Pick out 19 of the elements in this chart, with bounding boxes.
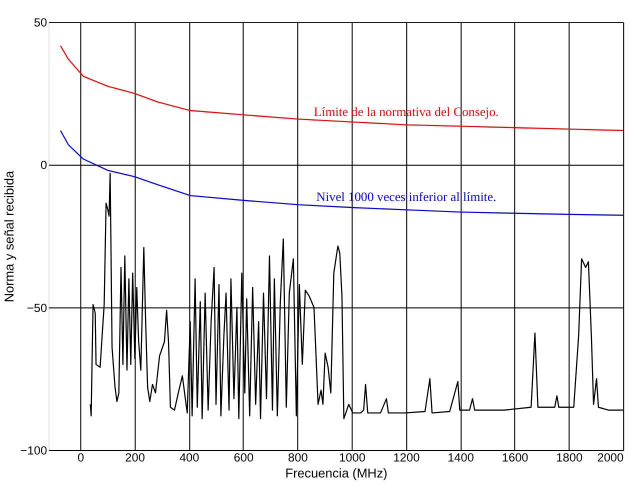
x-tick-label: 1800 [556, 450, 583, 464]
x-tick-label: 400 [179, 450, 200, 464]
y-axis-title: Norma y señal recibida [1, 170, 16, 302]
x-tick-label: 600 [234, 450, 254, 464]
y-tick-label: 0 [40, 158, 48, 172]
x-tick-label: 1400 [448, 450, 474, 464]
x-tick-label: 0 [77, 450, 84, 464]
x-tick-label: 2000 [597, 450, 624, 464]
line-series [60, 130, 624, 216]
x-tick-label: 800 [288, 450, 308, 464]
x-tick-label: 200 [125, 450, 146, 464]
x-axis-title: Frecuencia (MHz) [285, 465, 388, 480]
y-tick-label: −100 [20, 444, 48, 458]
y-tick-label: −50 [26, 300, 48, 315]
y-tick-label: 50 [34, 16, 48, 30]
x-tick-label: 1000 [339, 450, 366, 464]
x-tick-label: 1200 [393, 450, 420, 464]
line-series [60, 45, 624, 132]
x-tick-label: 1600 [502, 450, 529, 464]
